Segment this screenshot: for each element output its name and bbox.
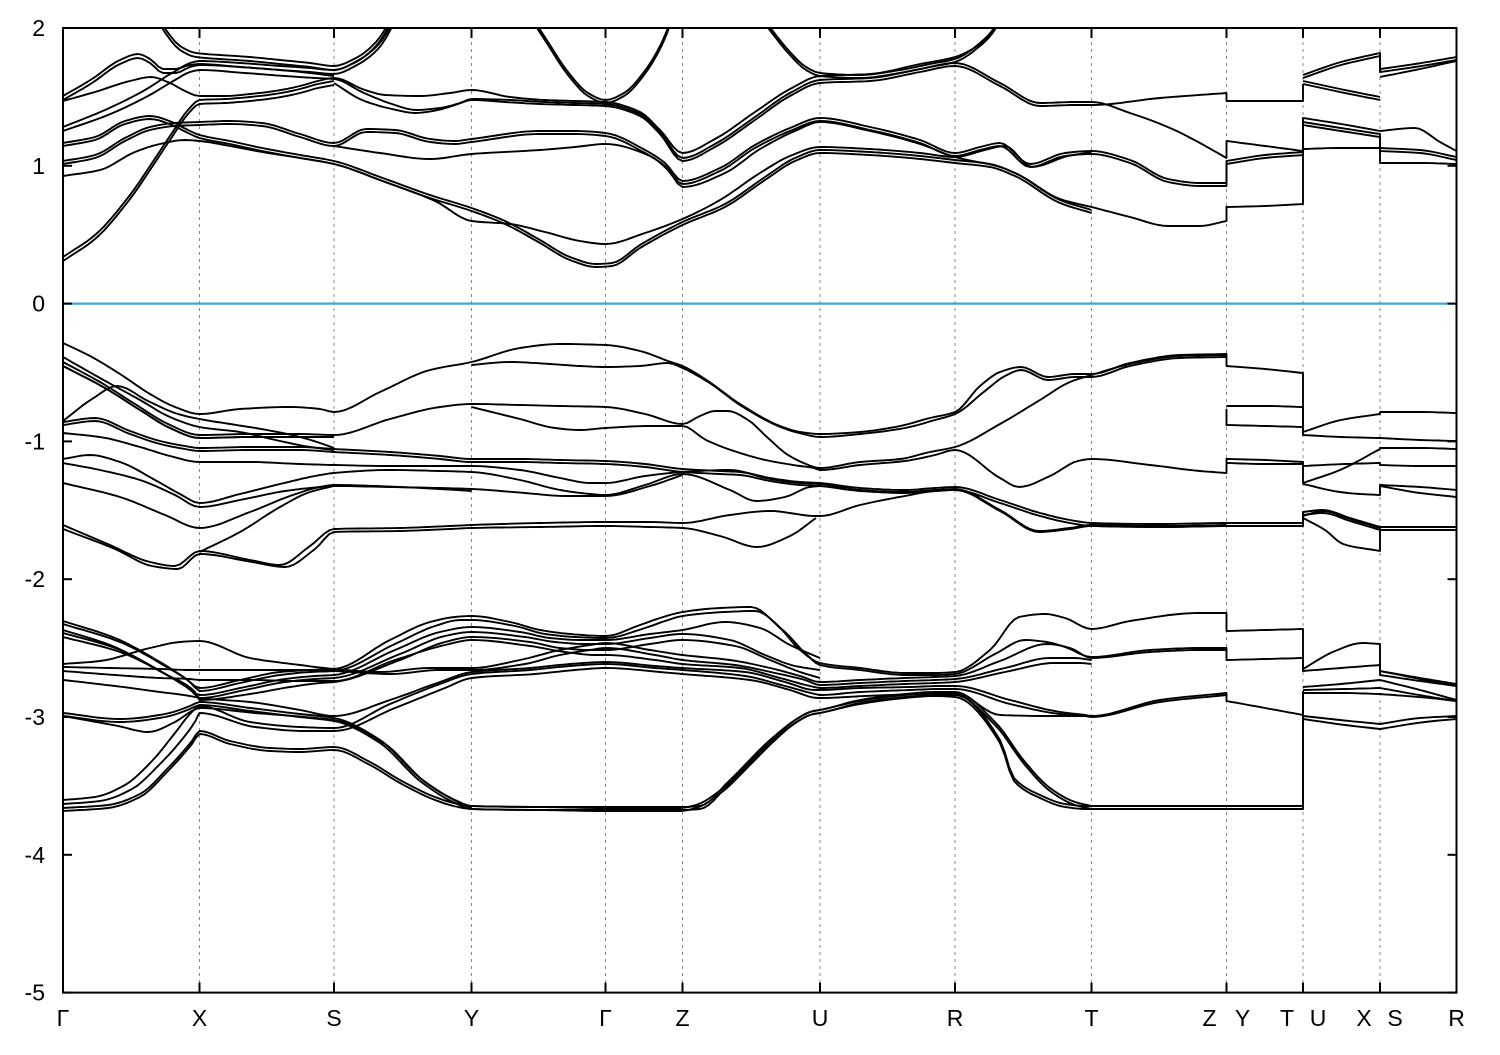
- svg-text:X: X: [1356, 1005, 1371, 1031]
- svg-text:S: S: [1387, 1005, 1402, 1031]
- svg-text:-3: -3: [25, 704, 45, 730]
- svg-text:U: U: [1310, 1005, 1327, 1031]
- svg-text:R: R: [947, 1005, 964, 1031]
- svg-text:T: T: [1280, 1005, 1294, 1031]
- svg-text:-1: -1: [25, 428, 45, 454]
- svg-text:-2: -2: [25, 566, 45, 592]
- svg-text:2: 2: [32, 15, 45, 41]
- svg-text:0: 0: [32, 291, 45, 317]
- svg-text:1: 1: [32, 153, 45, 179]
- svg-text:Γ: Γ: [599, 1005, 612, 1031]
- svg-text:S: S: [326, 1005, 341, 1031]
- svg-text:R: R: [1448, 1005, 1465, 1031]
- svg-text:Z: Z: [675, 1005, 689, 1031]
- svg-text:T: T: [1084, 1005, 1098, 1031]
- svg-text:Z: Z: [1202, 1005, 1216, 1031]
- svg-text:Γ: Γ: [57, 1005, 70, 1031]
- svg-text:U: U: [812, 1005, 829, 1031]
- svg-text:-5: -5: [25, 980, 45, 1006]
- svg-text:X: X: [192, 1005, 207, 1031]
- svg-text:Y: Y: [1235, 1005, 1250, 1031]
- svg-text:Y: Y: [464, 1005, 479, 1031]
- svg-text:-4: -4: [25, 842, 46, 868]
